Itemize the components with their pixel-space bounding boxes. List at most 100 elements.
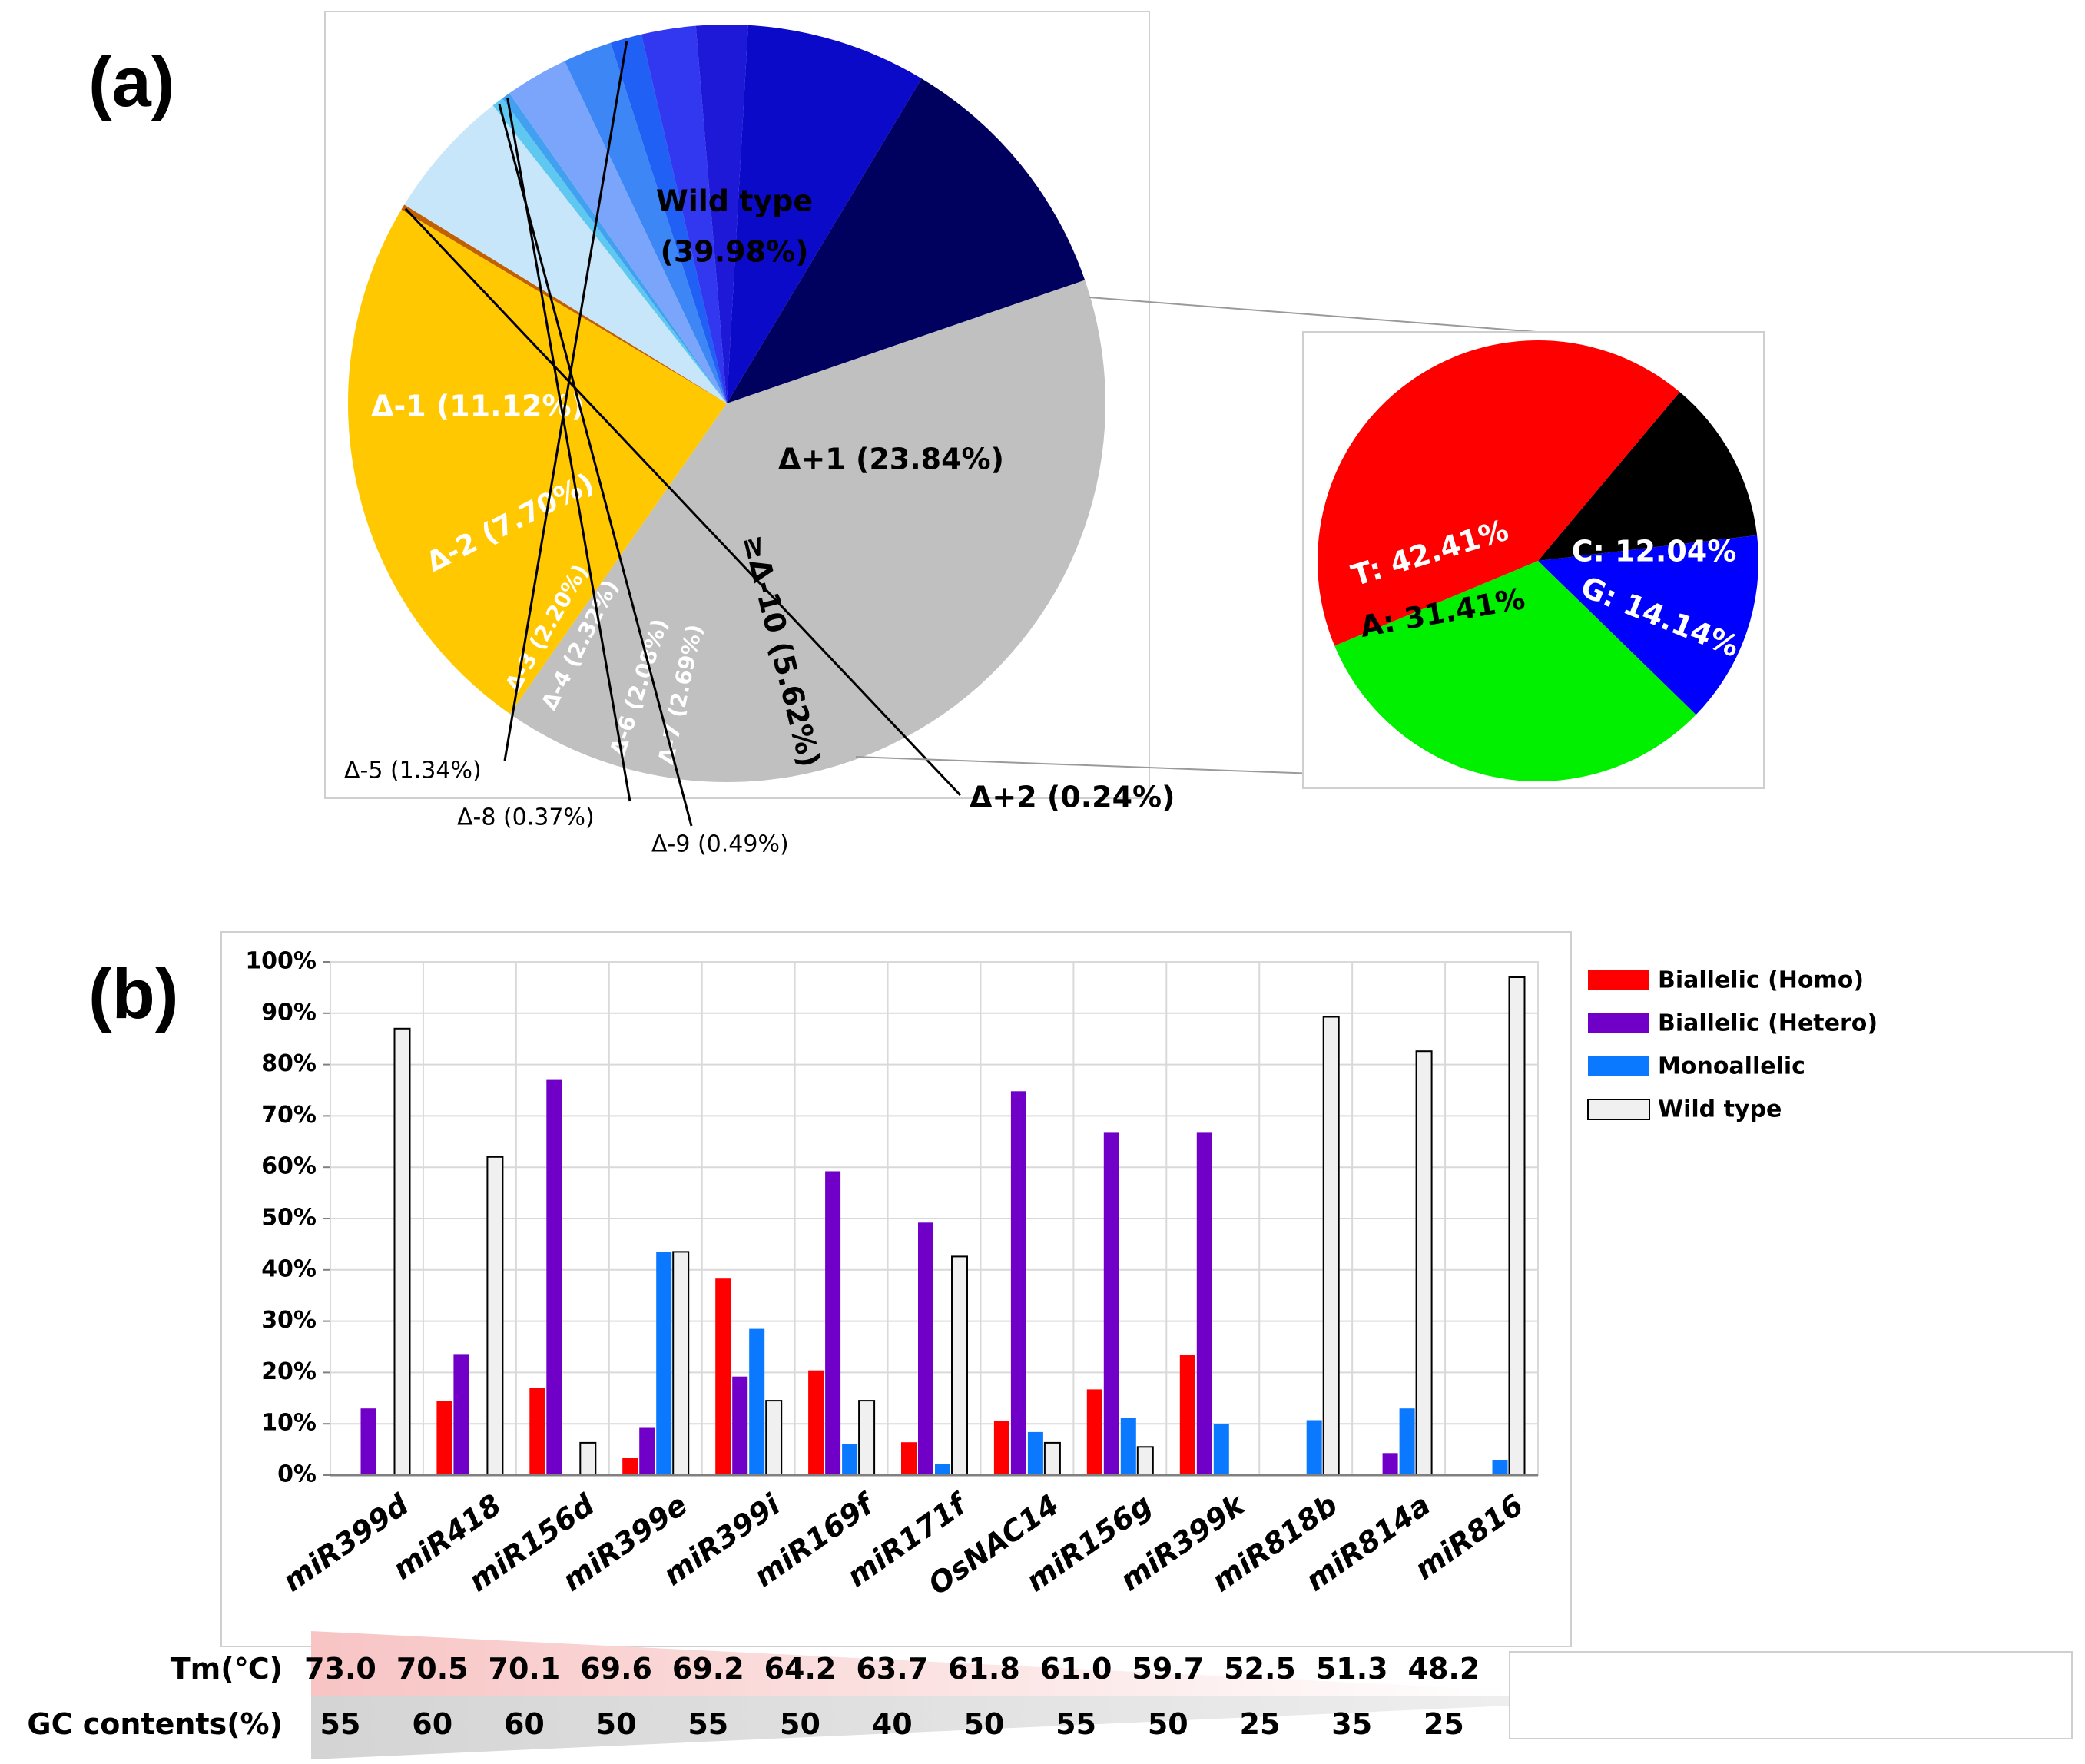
bar-mir399e-biallelic-hetero [639,1427,655,1475]
bar-mir814a-biallelic-hetero [1382,1453,1398,1475]
main-pie-slice-9 [492,98,727,403]
gc-value: 50 [596,1707,637,1741]
delta-plus1-label: Δ+1 (23.84%) [778,443,1004,476]
y-tick-label: 80% [261,1050,317,1077]
tm-value: 63.7 [856,1652,928,1686]
y-tick-label: 20% [261,1358,317,1385]
legend-swatch-biallelic-homo [1588,970,1649,990]
tm-value: 61.8 [948,1652,1020,1686]
bar-mir171f-monoallelic [935,1464,950,1475]
main-pie-slice-10 [404,105,727,403]
main-pie-slice-5 [610,34,727,403]
gc-row-label: GC contents(%) [27,1707,283,1741]
bar-mir399k-monoallelic [1213,1424,1229,1475]
main-pie-slice-4 [641,25,727,403]
y-tick-label: 90% [261,999,317,1026]
table-values: 73.0 70.5 70.1 69.6 69.2 64.2 63.7 61.8 61.0 59.7… [304,1652,1480,1741]
wild-type-percent-label: (39.98%) [660,235,808,269]
main-pie-slice-2 [727,25,922,403]
gc-value: 60 [504,1707,545,1741]
gc-value: 55 [1056,1707,1096,1741]
bar-mir171f-biallelic-homo [901,1442,917,1475]
gc-value: 50 [1148,1707,1188,1741]
tm-value: 64.2 [764,1652,837,1686]
tm-gradient-wedge [311,1631,1510,1696]
gc-value: 55 [688,1707,728,1741]
bar-mir156d-wild-type [579,1441,597,1477]
main-pie: Wild type (39.98%) Δ+1 (23.84%) Δ-1 (11.12%… [344,24,1175,858]
bar-mir418-wild-type [486,1156,504,1477]
y-tick-label: 40% [261,1255,317,1282]
gc-value: 35 [1331,1707,1372,1741]
tm-value: 69.2 [672,1652,744,1686]
bar-chart-frame [220,931,1572,1647]
y-tick-label: 70% [261,1102,317,1129]
tm-value: 70.1 [489,1652,561,1686]
delta-plus2-callout: Δ+2 (0.24%) [970,781,1175,814]
main-pie-slice-8 [502,93,727,403]
bar-mir818b-wild-type [1322,1016,1340,1476]
main-pie-slice-1 [727,78,1086,403]
y-tick-label: 50% [261,1205,317,1232]
bar-mir814a-wild-type [1415,1050,1433,1476]
y-tick-label: 100% [245,948,317,975]
bar-mir399k-biallelic-hetero [1196,1132,1212,1475]
delta-minus1-label: Δ-1 (11.12%) [371,390,585,423]
bar-mir399e-biallelic-homo [622,1458,638,1475]
bar-mir169f-biallelic-hetero [825,1171,841,1475]
y-tick-label: 10% [261,1410,317,1437]
gc-value: 40 [872,1707,913,1741]
delta-minus5-callout: Δ-5 (1.34%) [344,758,482,784]
bar-mir399i-wild-type [765,1400,783,1476]
bar-mir156g-monoallelic [1120,1418,1136,1475]
legend-swatch-biallelic-hetero [1588,1013,1649,1033]
y-tick-label: 0% [277,1461,317,1488]
bar-mir169f-monoallelic [842,1444,858,1475]
bar-osnac14-monoallelic [1027,1431,1043,1475]
main-pie-slice-1 [347,209,727,715]
main-pie-slice-2 [401,204,727,403]
bar-mir399e-wild-type [672,1251,690,1477]
delta-plus2-callout-leader [404,207,962,797]
bar-mir399k-biallelic-homo [1179,1354,1195,1475]
gc-value: 50 [780,1707,820,1741]
zoom-line-top [1089,297,1537,333]
bar-mir169f-wild-type [858,1400,876,1476]
main-pie-slice-6 [564,42,727,403]
gc-value: 25 [1424,1707,1464,1741]
bar-mir399i-biallelic-homo [715,1278,731,1475]
tm-value: 51.3 [1316,1652,1388,1686]
bar-mir156d-biallelic-homo [529,1388,545,1475]
tm-value: 59.7 [1132,1652,1204,1686]
bar-mir399i-monoallelic [749,1328,765,1475]
bar-mir399d-wild-type [393,1027,411,1477]
delta-minus8-callout: Δ-8 (0.37%) [457,804,595,831]
inset-pie: C: 12.04%G: 14.14%A: 31.41%T: 42.41% [1318,340,1759,781]
delta-minus9-callout-leader [498,104,693,827]
inset-pie-slice-t [1318,340,1680,646]
bar-osnac14-biallelic-hetero [1010,1091,1026,1475]
wild-type-label: Wild type [656,184,813,218]
bar-chart: 0%10%20%30%40%50%60%70%80%90%100%miR399d… [245,948,1539,1602]
tm-value: 70.5 [396,1652,469,1686]
bar-mir816-wild-type [1508,976,1526,1476]
bar-mir814a-monoallelic [1399,1408,1415,1475]
bar-mir156g-biallelic-homo [1086,1389,1102,1475]
bar-mir418-biallelic-hetero [453,1354,469,1475]
bar-mir156g-biallelic-hetero [1103,1132,1119,1475]
bar-mir171f-wild-type [951,1255,968,1477]
tm-value: 52.5 [1224,1652,1296,1686]
tm-value: 73.0 [304,1652,376,1686]
y-tick-label: 60% [261,1153,317,1180]
inset-pie-slice-a [1334,561,1696,781]
bar-mir169f-biallelic-homo [808,1370,824,1475]
tm-row-label: Tm(℃) [171,1652,283,1686]
tm-value: 48.2 [1408,1652,1480,1686]
bar-mir418-biallelic-homo [436,1401,452,1475]
inset-pie-slice-g [1538,535,1759,715]
bar-mir399i-biallelic-hetero [732,1376,748,1475]
gc-value: 60 [412,1707,452,1741]
panel-b-label: (b) [88,955,178,1033]
gc-value: 50 [963,1707,1004,1741]
